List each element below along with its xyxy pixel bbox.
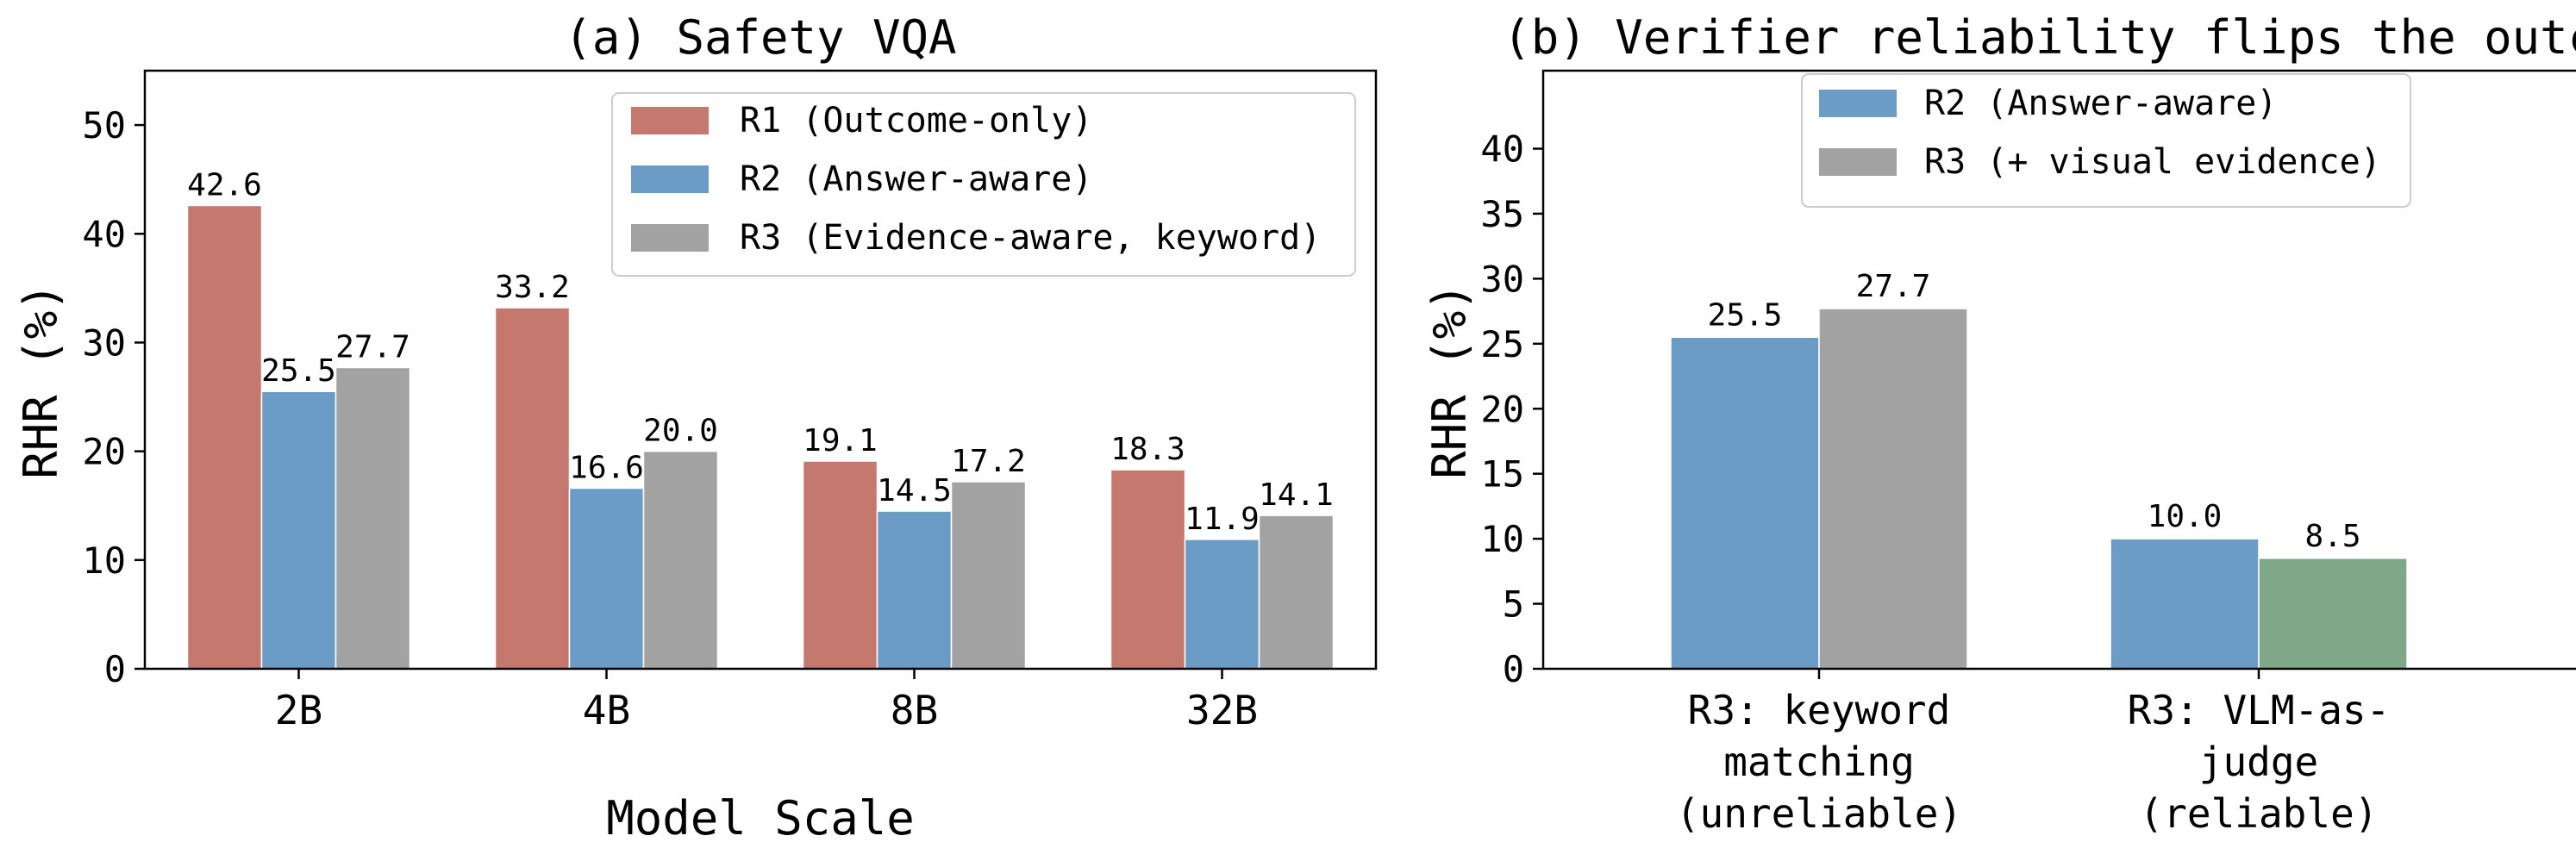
- y-tick-label-30: 30: [82, 321, 126, 364]
- y-tick-label-20: 20: [82, 431, 126, 473]
- bar-4b-r2: [568, 487, 645, 670]
- bar-32b-r1: [1110, 469, 1186, 670]
- y-tick-label-25: 25: [1480, 323, 1524, 365]
- legend-swatch-r2: [1819, 90, 1897, 117]
- bar-4b-r1: [494, 307, 571, 670]
- panel-a-safety-vqa: (a) Safety VQA RHR (%) Model Scale 42.6 2…: [14, 10, 1378, 845]
- panel-a-x-axis-label: Model Scale: [606, 791, 915, 845]
- panel-a-y-axis-label: RHR (%): [14, 283, 68, 479]
- y-tick-label-40: 40: [1480, 128, 1524, 171]
- x-tick-label-2b: 2B: [275, 687, 322, 733]
- bar-group-2-bar-1: [2110, 538, 2260, 670]
- bar-8b-r1: [802, 460, 878, 670]
- panel-a-x-ticks: 2B 4B 8B 32B: [275, 669, 1258, 733]
- data-label-32b-r3: 14.1: [1259, 477, 1334, 513]
- y-tick-label-35: 35: [1480, 193, 1524, 235]
- data-label-group-2-bar-2: 8.5: [2304, 519, 2360, 554]
- data-label-32b-r1: 18.3: [1110, 432, 1185, 467]
- data-label-8b-r1: 19.1: [803, 423, 878, 458]
- legend-label-r3: R3 (+ visual evidence): [1924, 142, 2381, 182]
- panel-a-y-ticks: 0 10 20 30 40 50: [82, 104, 145, 690]
- panel-a-plot-frame: [143, 69, 1378, 671]
- panel-a-legend: R1 (Outcome-only) R2 (Answer-aware) R3 (Ev…: [611, 92, 1356, 277]
- data-label-group-1-bar-1: 25.5: [1708, 297, 1783, 333]
- y-tick-label-40: 40: [82, 213, 126, 255]
- x-tick-label-group-1-line-1: R3: keyword: [1688, 687, 1951, 733]
- y-tick-label-0: 0: [104, 648, 126, 690]
- panel-a-bars: 42.6 25.527.7 33.2 16.620.0 19.1 14.517.2 18.3…: [186, 167, 1335, 670]
- data-label-2b-r1: 42.6: [187, 167, 262, 203]
- legend-label-r2: R2 (Answer-aware): [740, 159, 1092, 199]
- x-tick-label-group-2-line-3: (reliable): [2140, 790, 2379, 837]
- y-tick-label-5: 5: [1503, 583, 1524, 626]
- data-label-4b-r1: 33.2: [495, 270, 570, 305]
- data-label-8b-r2: 14.5: [877, 473, 952, 508]
- data-label-group-2-bar-1: 10.0: [2148, 499, 2223, 534]
- data-label-4b-r2: 16.6: [569, 451, 644, 486]
- data-label-4b-r3: 20.0: [643, 414, 718, 449]
- data-label-2b-r2: 25.5: [261, 353, 336, 389]
- bar-2b-r1: [186, 204, 263, 670]
- panel-a-title: (a) Safety VQA: [564, 10, 956, 65]
- x-tick-label-4b: 4B: [583, 687, 630, 733]
- legend-label-r2: R2 (Answer-aware): [1924, 84, 2277, 123]
- legend-label-r1: R1 (Outcome-only): [740, 101, 1092, 140]
- data-label-32b-r2: 11.9: [1185, 502, 1260, 537]
- panel-b-y-ticks: 0 5 10 15 20 25 30 35 40: [1480, 128, 1543, 690]
- x-tick-label-8b: 8B: [891, 687, 938, 733]
- y-tick-label-10: 10: [1480, 518, 1524, 560]
- bar-32b-r3: [1258, 515, 1335, 670]
- legend-swatch-r3: [631, 224, 709, 252]
- legend-label-r3: R3 (Evidence-aware, keyword): [740, 218, 1321, 258]
- y-tick-label-10: 10: [82, 540, 126, 582]
- y-tick-label-15: 15: [1480, 453, 1524, 496]
- y-tick-label-20: 20: [1480, 388, 1524, 430]
- bar-group-2-bar-2: [2258, 558, 2408, 670]
- x-tick-label-32b: 32B: [1186, 687, 1258, 733]
- bar-group-1-bar-2: [1818, 308, 1968, 670]
- panel-b-x-ticks: R3: keyword matching (unreliable) R3: VLM-a…: [1676, 669, 2390, 837]
- data-label-8b-r3: 17.2: [951, 444, 1026, 479]
- bar-8b-r2: [876, 510, 953, 670]
- x-tick-label-group-1-line-2: matching: [1723, 739, 1915, 785]
- panel-b-legend: R2 (Answer-aware) R3 (+ visual evidence): [1801, 73, 2411, 208]
- y-tick-label-50: 50: [82, 104, 126, 147]
- y-tick-label-0: 0: [1503, 648, 1524, 690]
- bar-2b-r3: [335, 366, 411, 670]
- x-tick-label-group-2-line-1: R3: VLM-as-: [2128, 687, 2391, 733]
- panel-b-y-axis-label: RHR (%): [1422, 283, 1477, 479]
- panel-b-legend-box: [1801, 73, 2411, 208]
- panel-b-bars: 25.5 27.7 10.0 8.5: [1670, 269, 2408, 670]
- panel-a-legend-box: [611, 92, 1356, 277]
- bar-4b-r3: [642, 450, 719, 670]
- y-tick-label-30: 30: [1480, 258, 1524, 300]
- x-tick-label-group-2-line-2: judge: [2199, 739, 2318, 785]
- data-label-group-1-bar-2: 27.7: [1856, 269, 1931, 304]
- x-tick-label-group-1-line-3: (unreliable): [1676, 790, 1962, 837]
- panel-b-plot-frame: [1541, 69, 2576, 671]
- legend-swatch-r2: [631, 165, 709, 193]
- panel-b-title: (b) Verifier reliability flips the outco…: [1503, 10, 2576, 65]
- bar-8b-r3: [950, 481, 1027, 670]
- bar-32b-r2: [1184, 539, 1260, 670]
- legend-swatch-r3: [1819, 148, 1897, 176]
- data-label-2b-r3: 27.7: [335, 329, 410, 365]
- bar-group-1-bar-1: [1670, 336, 1820, 670]
- bar-2b-r2: [260, 390, 337, 670]
- panel-b-verifier-reliability: (b) Verifier reliability flips the outco…: [1422, 10, 2576, 837]
- legend-swatch-r1: [631, 107, 709, 134]
